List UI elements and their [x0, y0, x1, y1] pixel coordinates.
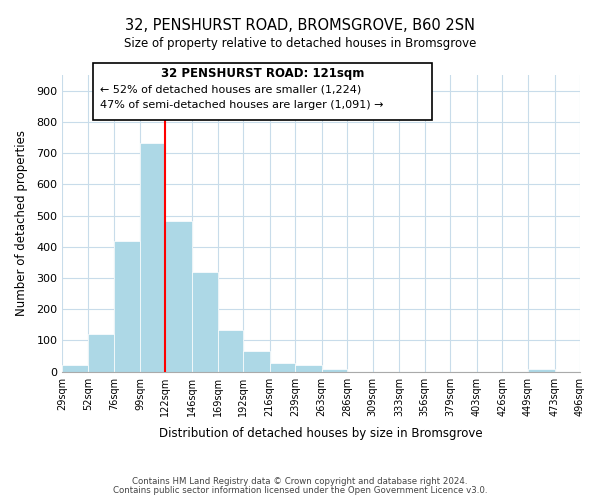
Text: Size of property relative to detached houses in Bromsgrove: Size of property relative to detached ho… [124, 38, 476, 51]
Bar [218, 330, 243, 372]
Bar [62, 365, 88, 372]
Text: Contains public sector information licensed under the Open Government Licence v3: Contains public sector information licen… [113, 486, 487, 495]
Bar [192, 272, 218, 372]
Bar [115, 240, 140, 372]
Y-axis label: Number of detached properties: Number of detached properties [15, 130, 28, 316]
Bar [166, 221, 192, 372]
X-axis label: Distribution of detached houses by size in Bromsgrove: Distribution of detached houses by size … [160, 427, 483, 440]
Bar [88, 334, 115, 372]
Text: 47% of semi-detached houses are larger (1,091) →: 47% of semi-detached houses are larger (… [100, 100, 384, 110]
Text: 32, PENSHURST ROAD, BROMSGROVE, B60 2SN: 32, PENSHURST ROAD, BROMSGROVE, B60 2SN [125, 18, 475, 32]
Text: ← 52% of detached houses are smaller (1,224): ← 52% of detached houses are smaller (1,… [100, 84, 361, 94]
Bar [269, 363, 295, 372]
Text: 32 PENSHURST ROAD: 121sqm: 32 PENSHURST ROAD: 121sqm [161, 68, 364, 80]
Bar [322, 368, 347, 372]
Text: Contains HM Land Registry data © Crown copyright and database right 2024.: Contains HM Land Registry data © Crown c… [132, 477, 468, 486]
Bar [528, 369, 554, 372]
Bar [243, 352, 269, 372]
Bar [295, 365, 322, 372]
Bar [140, 143, 166, 372]
